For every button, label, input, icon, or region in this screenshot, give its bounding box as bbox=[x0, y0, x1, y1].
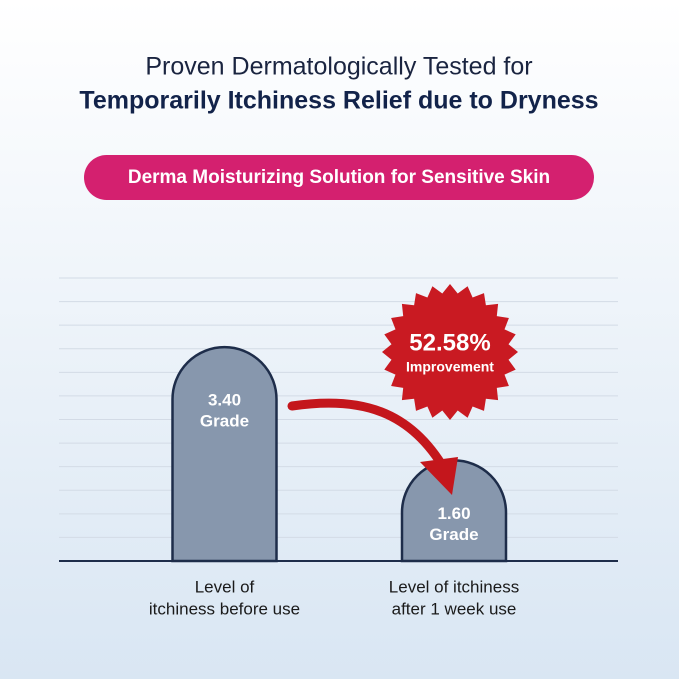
improvement-label: Improvement bbox=[406, 359, 494, 375]
starburst bbox=[382, 284, 518, 420]
value-unit: Grade bbox=[429, 525, 478, 544]
subtitle: Temporarily Itchiness Relief due to Dryn… bbox=[79, 87, 598, 115]
badge-pill bbox=[84, 155, 594, 200]
arrow bbox=[287, 398, 450, 475]
category-label: itchiness before use bbox=[149, 599, 300, 618]
bar bbox=[171, 345, 278, 563]
badge-text: Derma Moisturizing Solution for Sensitiv… bbox=[128, 167, 550, 188]
category-label: after 1 week use bbox=[392, 599, 517, 618]
value-label: 1.60 bbox=[437, 504, 470, 523]
category-label: Level of bbox=[195, 577, 255, 596]
improvement-value: 52.58% bbox=[409, 329, 490, 356]
value-unit: Grade bbox=[200, 412, 249, 431]
value-label: 3.40 bbox=[208, 391, 241, 410]
title: Proven Dermatologically Tested for bbox=[145, 53, 532, 81]
arrow-head bbox=[420, 457, 458, 495]
category-label: Level of itchiness bbox=[389, 577, 519, 596]
